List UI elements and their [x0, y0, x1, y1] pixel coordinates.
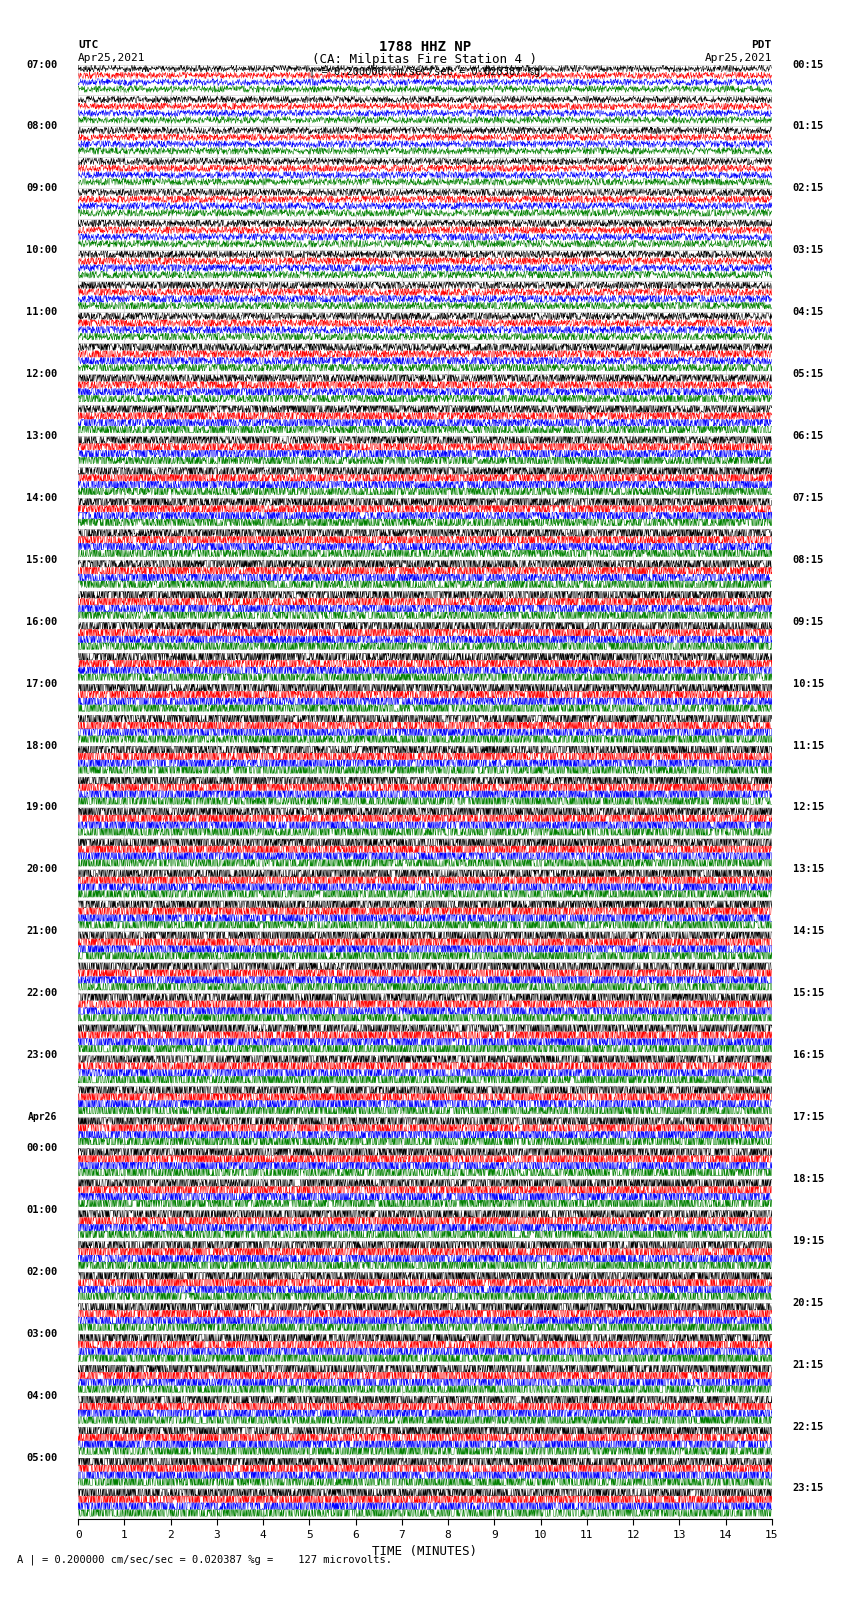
- Text: 12:00: 12:00: [26, 369, 58, 379]
- Text: 09:00: 09:00: [26, 184, 58, 194]
- Text: | = 0.200000 cm/sec/sec = 0.020387 %g: | = 0.200000 cm/sec/sec = 0.020387 %g: [309, 66, 541, 77]
- Text: 19:15: 19:15: [792, 1236, 824, 1245]
- Text: 00:00: 00:00: [26, 1144, 58, 1153]
- Text: A | = 0.200000 cm/sec/sec = 0.020387 %g =    127 microvolts.: A | = 0.200000 cm/sec/sec = 0.020387 %g …: [17, 1553, 392, 1565]
- Text: 18:00: 18:00: [26, 740, 58, 750]
- Text: Apr26: Apr26: [28, 1111, 58, 1123]
- Text: 02:00: 02:00: [26, 1266, 58, 1277]
- Text: 13:00: 13:00: [26, 431, 58, 440]
- Text: 05:15: 05:15: [792, 369, 824, 379]
- Text: 17:15: 17:15: [792, 1111, 824, 1123]
- Text: 21:15: 21:15: [792, 1360, 824, 1369]
- Text: UTC: UTC: [78, 40, 99, 50]
- Text: 20:15: 20:15: [792, 1298, 824, 1308]
- Text: 22:00: 22:00: [26, 989, 58, 998]
- Text: 10:15: 10:15: [792, 679, 824, 689]
- Text: 06:15: 06:15: [792, 431, 824, 440]
- Text: 21:00: 21:00: [26, 926, 58, 936]
- Text: 22:15: 22:15: [792, 1421, 824, 1432]
- Text: 01:15: 01:15: [792, 121, 824, 131]
- Text: 01:00: 01:00: [26, 1205, 58, 1215]
- Text: 10:00: 10:00: [26, 245, 58, 255]
- Text: 05:00: 05:00: [26, 1453, 58, 1463]
- Text: 04:15: 04:15: [792, 306, 824, 318]
- Text: (CA: Milpitas Fire Station 4 ): (CA: Milpitas Fire Station 4 ): [313, 53, 537, 66]
- Text: 20:00: 20:00: [26, 865, 58, 874]
- Text: 03:15: 03:15: [792, 245, 824, 255]
- Text: 17:00: 17:00: [26, 679, 58, 689]
- Text: 13:15: 13:15: [792, 865, 824, 874]
- Text: 07:00: 07:00: [26, 60, 58, 69]
- Text: PDT: PDT: [751, 40, 772, 50]
- Text: 14:00: 14:00: [26, 494, 58, 503]
- Text: Apr25,2021: Apr25,2021: [705, 53, 772, 63]
- Text: 07:15: 07:15: [792, 494, 824, 503]
- Text: 08:15: 08:15: [792, 555, 824, 565]
- Text: 03:00: 03:00: [26, 1329, 58, 1339]
- Text: 23:15: 23:15: [792, 1484, 824, 1494]
- Text: 12:15: 12:15: [792, 802, 824, 813]
- Text: 16:00: 16:00: [26, 616, 58, 627]
- Text: 11:15: 11:15: [792, 740, 824, 750]
- Text: 04:00: 04:00: [26, 1390, 58, 1400]
- Text: 19:00: 19:00: [26, 802, 58, 813]
- Text: 11:00: 11:00: [26, 306, 58, 318]
- Text: 23:00: 23:00: [26, 1050, 58, 1060]
- Text: 08:00: 08:00: [26, 121, 58, 131]
- X-axis label: TIME (MINUTES): TIME (MINUTES): [372, 1545, 478, 1558]
- Text: 1788 HHZ NP: 1788 HHZ NP: [379, 40, 471, 55]
- Text: 18:15: 18:15: [792, 1174, 824, 1184]
- Text: 14:15: 14:15: [792, 926, 824, 936]
- Text: 15:15: 15:15: [792, 989, 824, 998]
- Text: 15:00: 15:00: [26, 555, 58, 565]
- Text: 16:15: 16:15: [792, 1050, 824, 1060]
- Text: Apr25,2021: Apr25,2021: [78, 53, 145, 63]
- Text: 00:15: 00:15: [792, 60, 824, 69]
- Text: 09:15: 09:15: [792, 616, 824, 627]
- Text: 02:15: 02:15: [792, 184, 824, 194]
